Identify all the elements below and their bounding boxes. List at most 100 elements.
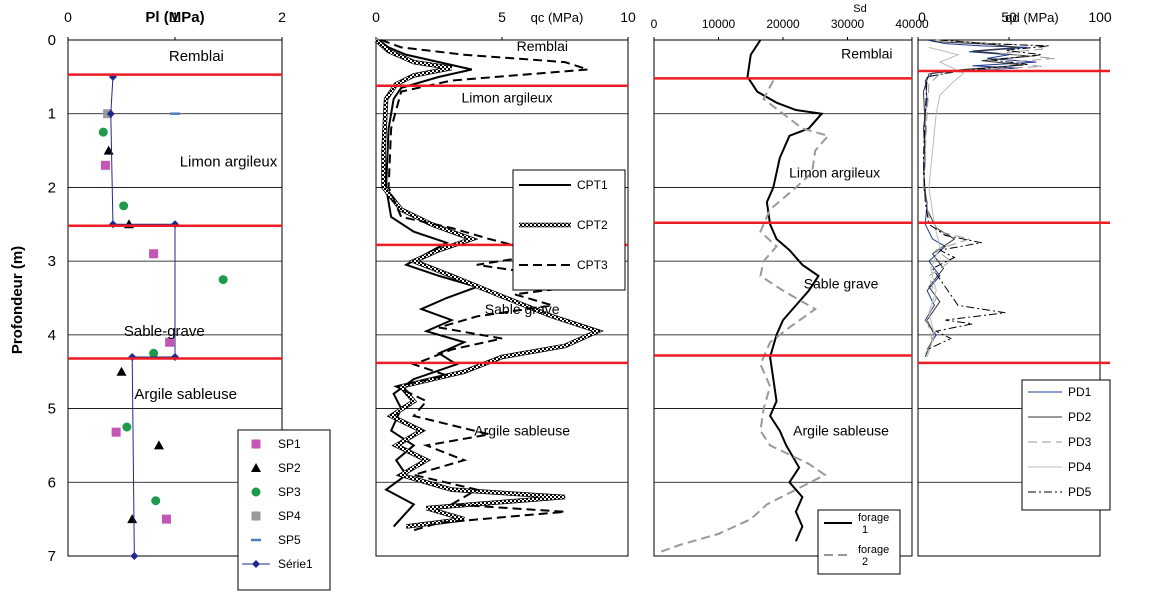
legend-label: PD4	[1068, 460, 1092, 474]
legend-marker	[251, 487, 261, 497]
legend-label: CPT1	[577, 178, 608, 192]
legend-marker	[251, 511, 261, 521]
legend-label: PD3	[1068, 435, 1092, 449]
series-line	[377, 39, 481, 528]
panel-qc: 0 5 10 qc (MPa) Remblai Limon argileux Sable g…	[372, 9, 636, 557]
x-tick-label: 40000	[895, 17, 929, 31]
layer-label: Limon argileux	[180, 154, 278, 171]
series-line	[922, 39, 1037, 350]
x-tick-label: 50	[1001, 9, 1017, 25]
x-axis-label: Sd	[853, 3, 866, 15]
layer-label: Limon argileux	[789, 165, 880, 181]
data-point	[127, 514, 138, 524]
legend-label: PD2	[1068, 410, 1092, 424]
layer-label: Remblai	[169, 48, 224, 65]
data-point	[103, 145, 114, 155]
data-point	[149, 348, 159, 358]
data-point	[108, 220, 117, 229]
legend-label-line: forage	[858, 544, 889, 556]
series-line	[926, 46, 965, 358]
legend-box	[1021, 379, 1111, 511]
legend-marker	[251, 463, 261, 472]
legend-label: SP4	[278, 509, 301, 523]
legend-label: SP5	[278, 533, 301, 547]
data-point	[165, 337, 175, 347]
series-line	[658, 80, 830, 554]
y-tick-label: 4	[48, 327, 56, 344]
x-tick-label: 0	[918, 9, 926, 25]
y-tick-label: 7	[48, 548, 56, 565]
plot-frame	[653, 39, 913, 557]
layer-label: Remblai	[841, 45, 892, 61]
series-line	[922, 39, 1055, 358]
series-line	[380, 39, 603, 532]
x-tick-label: 0	[64, 9, 72, 25]
data-point	[171, 220, 179, 229]
data-point	[119, 201, 129, 211]
x-tick-label: 10	[620, 9, 636, 25]
legend-box	[817, 509, 901, 575]
y-tick-label: 3	[48, 253, 56, 270]
data-point	[161, 514, 171, 524]
legend-label-line: 1	[862, 524, 868, 536]
legend-label: SP2	[278, 461, 301, 475]
series-line	[922, 39, 1050, 351]
y-axis-label: Profondeur (m)	[9, 246, 26, 354]
series-line	[922, 40, 1031, 358]
data-point	[111, 427, 121, 437]
data-point	[218, 275, 228, 285]
x-axis-label: qc (MPa)	[531, 10, 584, 25]
y-tick-label: 2	[48, 179, 56, 196]
data-point	[98, 127, 108, 137]
y-tick-label: 6	[48, 474, 56, 491]
chart-title: Pl (MPa)	[145, 9, 204, 26]
data-point	[153, 440, 164, 450]
data-point	[122, 422, 132, 432]
x-tick-label: 1	[171, 9, 179, 25]
legend-label-line: 2	[862, 556, 868, 568]
series-line	[375, 38, 602, 529]
legend-label: Série1	[278, 557, 313, 571]
panel-pl: 0 1 2 Pl (MPa) Remblai Limon argileux Sable-gr…	[64, 9, 331, 591]
legend-box	[512, 169, 626, 291]
data-point	[128, 352, 137, 361]
x-tick-label: 5	[498, 9, 506, 25]
x-axis-label: qd (MPa)	[1005, 10, 1058, 25]
layer-label: Argile sableuse	[793, 423, 889, 439]
legend-label: SP3	[278, 485, 301, 499]
x-tick-label: 30000	[831, 17, 865, 31]
y-tick-label: 5	[48, 401, 56, 418]
y-tick-label: 1	[48, 106, 56, 123]
x-tick-label: 2	[278, 9, 286, 25]
data-point	[116, 366, 127, 376]
data-point	[100, 160, 110, 170]
layer-label: Limon argileux	[462, 89, 553, 105]
data-point	[151, 496, 161, 506]
legend-marker	[251, 439, 261, 449]
legend-label: forage 1	[858, 512, 889, 536]
data-point	[130, 552, 139, 560]
legend-label: forage 2	[858, 544, 889, 568]
data-point	[106, 109, 115, 118]
layer-label: Sable grave	[804, 275, 879, 291]
y-tick-label: 0	[48, 32, 56, 49]
panel-qd: 0 50 100 qd (MPa) PD1 PD2 PD3 PD4 PD5	[917, 9, 1112, 557]
layer-label: Sable grave	[485, 301, 560, 317]
series-line-serie1	[110, 76, 176, 557]
legend-label: CPT2	[577, 218, 608, 232]
legend-label: PD1	[1068, 385, 1092, 399]
y-axis-ticks: 0 1 2 3 4 5 6 7	[48, 32, 56, 565]
legend-label: PD5	[1068, 485, 1092, 499]
layer-label: Sable-grave	[124, 323, 205, 340]
layer-label: Argile sableuse	[474, 423, 570, 439]
data-point	[149, 249, 159, 259]
layer-label: Argile sableuse	[134, 386, 237, 403]
panel-sd: 0 10000 20000 30000 40000 Sd Remblai Limon argi…	[651, 3, 929, 575]
x-tick-label: 0	[372, 9, 380, 25]
x-tick-label: 100	[1088, 9, 1112, 25]
x-tick-label: 10000	[702, 17, 736, 31]
legend-marker	[252, 560, 260, 568]
legend-label: SP1	[278, 437, 301, 451]
layer-label: Remblai	[517, 38, 568, 54]
